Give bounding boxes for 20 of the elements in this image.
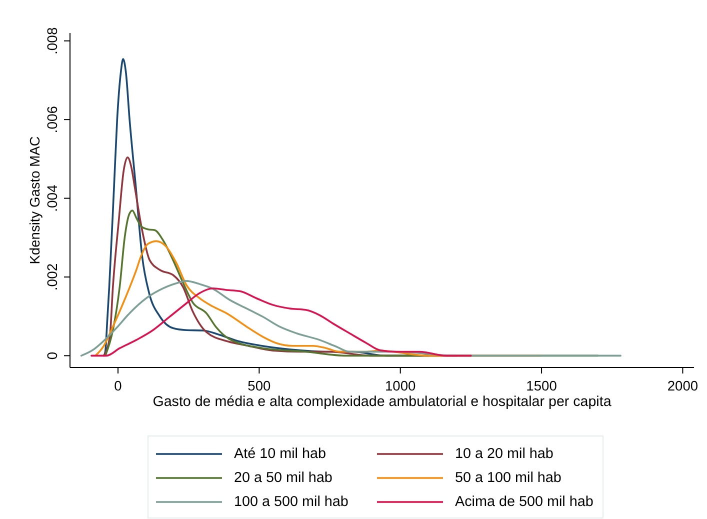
- x-tick-label: 500: [248, 378, 272, 394]
- line-series: [90, 288, 472, 357]
- y-tick-label: .004: [44, 184, 60, 212]
- x-tick-label: 2000: [667, 378, 698, 394]
- legend-label: 20 a 50 mil hab: [234, 470, 332, 486]
- line-series: [80, 280, 622, 357]
- legend-label: 100 a 500 mil hab: [234, 494, 348, 510]
- x-axis-title: Gasto de média e alta complexidade ambulatorial e hospitalar per capita: [152, 394, 612, 410]
- y-tick-label: .002: [44, 263, 60, 291]
- y-tick-label: 0: [44, 352, 60, 360]
- y-tick-label: .008: [44, 27, 60, 54]
- x-tick-label: 1000: [385, 378, 416, 394]
- x-tick-label: 0: [114, 378, 122, 394]
- legend-label: Acima de 500 mil hab: [455, 494, 594, 510]
- x-tick-label: 1500: [526, 378, 558, 394]
- y-tick-label: .006: [44, 106, 60, 134]
- legend-label: 50 a 100 mil hab: [455, 470, 562, 486]
- legend-label: 10 a 20 mil hab: [455, 446, 554, 462]
- legend-label: Até 10 mil hab: [234, 446, 326, 462]
- y-axis-title: Kdensity Gasto MAC: [28, 136, 42, 264]
